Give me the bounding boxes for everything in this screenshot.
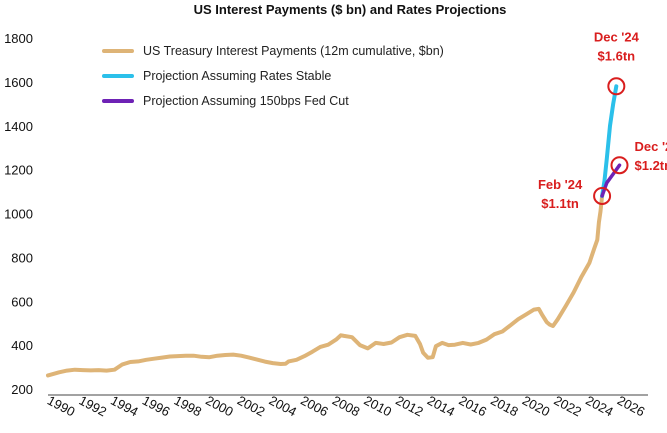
series-layer	[46, 84, 622, 378]
y-tick-label: 1400	[4, 119, 33, 134]
y-tick-label: 800	[11, 250, 33, 265]
annotation-dec24-cut-value: $1.2tn	[635, 158, 667, 173]
x-tick-label: 2004	[267, 393, 300, 420]
legend-label-rates-stable: Projection Assuming Rates Stable	[143, 69, 331, 83]
y-tick-label: 200	[11, 382, 33, 397]
x-tick-label: 2022	[552, 393, 585, 420]
x-tick-label: 2006	[298, 393, 331, 420]
x-tick-label: 2024	[583, 393, 616, 420]
annotation-dec24-stable-date: Dec '24	[594, 29, 640, 44]
annotation-dec24-cut-marker	[610, 156, 629, 175]
rates-stable-projection-line	[600, 84, 619, 198]
x-tick-label: 2014	[425, 393, 458, 420]
y-tick-label: 1600	[4, 75, 33, 90]
y-axis: 200 400 600 800 1000 1200 1400 1600 1800	[4, 31, 33, 397]
y-tick-label: 1000	[4, 207, 33, 222]
annotation-feb24-date: Feb '24	[538, 177, 583, 192]
x-tick-label: 2016	[457, 393, 490, 420]
x-tick-label: 2008	[330, 393, 363, 420]
chart-title: US Interest Payments ($ bn) and Rates Pr…	[194, 2, 507, 17]
x-tick-label: 2018	[488, 393, 521, 420]
annotation-feb24-marker	[593, 186, 612, 205]
x-tick-label: 1992	[77, 393, 110, 420]
x-tick-label: 1994	[108, 393, 141, 420]
legend-label-fed-cut: Projection Assuming 150bps Fed Cut	[143, 94, 349, 108]
x-tick-label: 2026	[615, 393, 648, 420]
annotation-feb24-value: $1.1tn	[541, 196, 579, 211]
y-tick-label: 1800	[4, 31, 33, 46]
annotation-dec24-stable-marker	[607, 77, 626, 96]
annotation-dec24-cut-date: Dec '24	[635, 139, 667, 154]
annotation-dec24-stable-value: $1.6tn	[598, 48, 636, 63]
y-tick-label: 1200	[4, 163, 33, 178]
x-tick-label: 1998	[172, 393, 205, 420]
x-axis: 1990 1992 1994 1996 1998 2000 2002 2004 2006 2008…	[45, 393, 647, 420]
x-tick-label: 2002	[235, 393, 268, 420]
treasury-interest-line	[46, 193, 605, 378]
x-tick-label: 2020	[520, 393, 553, 420]
x-tick-label: 1990	[45, 393, 78, 420]
y-tick-label: 400	[11, 338, 33, 353]
x-tick-label: 2010	[362, 393, 395, 420]
x-tick-label: 2012	[393, 393, 426, 420]
x-tick-label: 1996	[140, 393, 173, 420]
legend-label-treasury: US Treasury Interest Payments (12m cumul…	[143, 44, 444, 58]
x-tick-label: 2000	[203, 393, 236, 420]
legend: US Treasury Interest Payments (12m cumul…	[102, 44, 444, 108]
y-tick-label: 600	[11, 294, 33, 309]
fed-cut-projection-line	[600, 163, 622, 198]
annotation-layer: Dec '24 $1.6tn Dec '24 $1.2tn Feb '24 $1.1tn	[538, 29, 667, 211]
